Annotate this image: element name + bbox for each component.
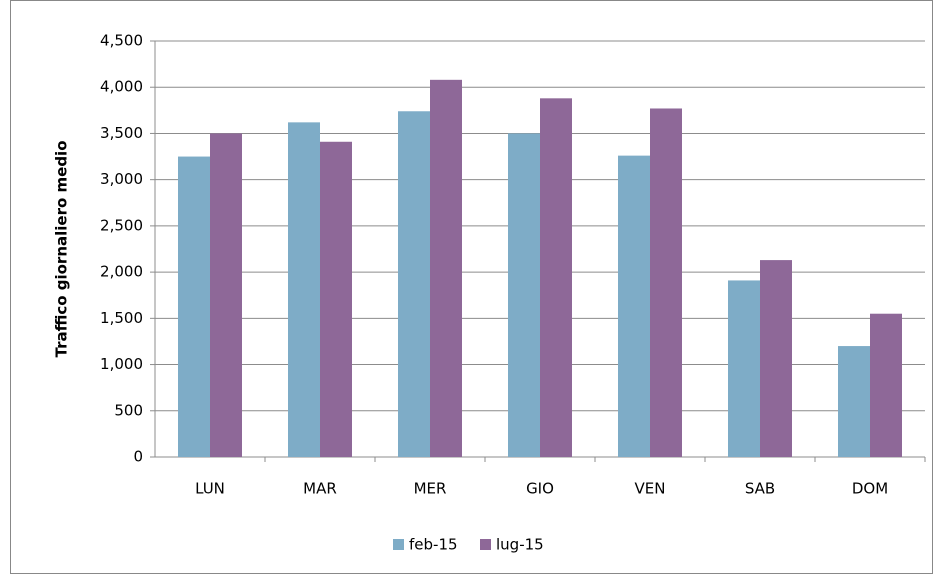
y-tick-label: 1,500 [100, 309, 143, 327]
y-tick-label: 500 [114, 401, 143, 419]
y-axis-label: Traffico giornaliero medio [53, 140, 71, 357]
bar [760, 260, 792, 457]
bar [508, 133, 540, 457]
bar [838, 346, 870, 457]
bar [870, 313, 902, 457]
y-tick-label: 0 [133, 448, 143, 466]
x-tick-label: LUN [195, 480, 225, 498]
legend-label: lug-15 [496, 536, 544, 554]
x-tick-label: GIO [526, 480, 554, 498]
bar [728, 280, 760, 457]
bar [320, 141, 352, 457]
bar [430, 79, 462, 458]
x-tick-label: VEN [635, 480, 666, 498]
x-tick-label: DOM [852, 480, 888, 498]
chart-border [10, 0, 933, 574]
x-tick-label: MAR [303, 480, 337, 498]
y-tick-label: 2,000 [100, 263, 143, 281]
y-tick-label: 2,500 [100, 216, 143, 234]
x-tick-label: SAB [745, 480, 775, 498]
legend-swatch [393, 539, 404, 550]
bar [178, 156, 210, 458]
bar [618, 155, 650, 457]
bar [650, 108, 682, 458]
legend-swatch [480, 539, 491, 550]
y-tick-label: 4,500 [100, 32, 143, 50]
bar [540, 98, 572, 457]
y-tick-label: 1,000 [100, 355, 143, 373]
bar [288, 122, 320, 458]
bar [210, 133, 242, 457]
legend-label: feb-15 [409, 536, 458, 554]
x-tick-label: MER [414, 480, 447, 498]
bar [398, 111, 430, 457]
y-tick-label: 4,000 [100, 78, 143, 96]
y-tick-label: 3,500 [100, 124, 143, 142]
y-tick-label: 3,000 [100, 170, 143, 188]
